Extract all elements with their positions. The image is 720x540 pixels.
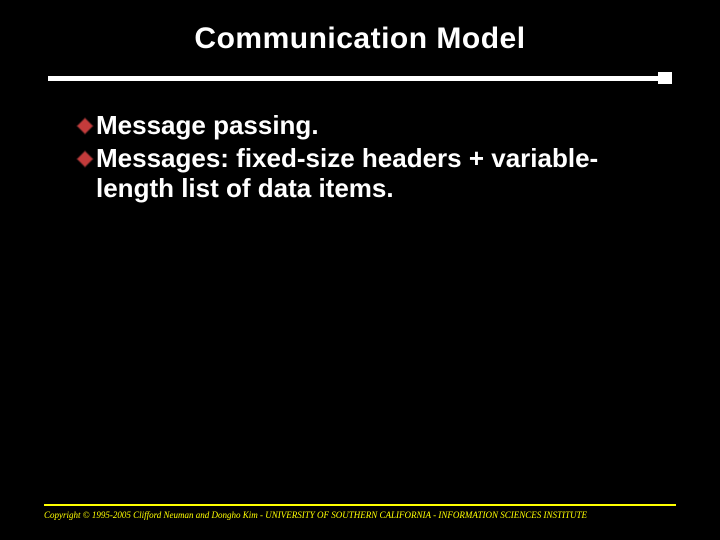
divider-line xyxy=(48,76,672,81)
copyright-text: Copyright © 1995-2005 Clifford Neuman an… xyxy=(44,510,676,520)
title-divider xyxy=(48,72,672,84)
bullet-text: Message passing. xyxy=(96,110,319,141)
diamond-bullet-icon xyxy=(76,150,94,168)
divider-end-cap xyxy=(658,72,672,84)
slide-title: Communication Model xyxy=(0,0,720,56)
footer-rule xyxy=(44,504,676,506)
slide-footer: Copyright © 1995-2005 Clifford Neuman an… xyxy=(44,504,676,520)
slide-body: Message passing. Messages: fixed-size he… xyxy=(76,110,660,206)
slide: Communication Model Message passing. Mes… xyxy=(0,0,720,540)
bullet-item: Message passing. xyxy=(76,110,660,141)
diamond-bullet-icon xyxy=(76,117,94,135)
bullet-text: Messages: fixed-size headers + variable-… xyxy=(96,143,660,204)
bullet-item: Messages: fixed-size headers + variable-… xyxy=(76,143,660,204)
